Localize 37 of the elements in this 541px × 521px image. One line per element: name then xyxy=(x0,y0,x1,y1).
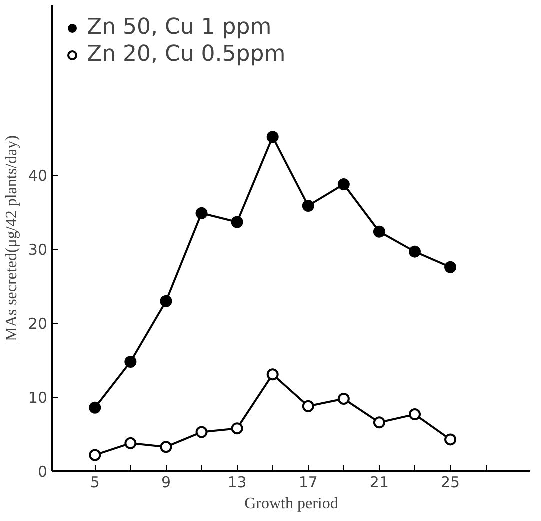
point xyxy=(444,434,457,446)
point xyxy=(302,200,314,212)
y-tick-label: 30 xyxy=(28,241,48,260)
point xyxy=(444,261,457,274)
y-axis-title: MAs secreted(μg/42 plants/day) xyxy=(3,136,20,342)
y-tick-label: 0 xyxy=(38,463,48,481)
x-tick-label: 21 xyxy=(370,474,390,492)
x-tick-label: 5 xyxy=(90,474,100,492)
x-tick-label: 25 xyxy=(440,474,460,492)
point xyxy=(160,441,172,454)
point xyxy=(338,178,350,190)
point xyxy=(373,416,386,429)
point xyxy=(196,207,208,220)
point xyxy=(124,437,137,450)
point xyxy=(266,368,279,381)
legend-label: Zn 20, Cu 0.5ppm xyxy=(87,42,286,67)
point xyxy=(302,400,314,412)
x-axis-title: Growth period xyxy=(244,496,338,512)
point xyxy=(89,402,102,414)
x-tick-label: 13 xyxy=(228,474,247,492)
x-tick-label: 17 xyxy=(298,474,318,492)
point xyxy=(231,216,244,228)
legend-label: Zn 50, Cu 1 ppm xyxy=(87,15,272,40)
point xyxy=(409,408,421,421)
point xyxy=(338,393,350,405)
point xyxy=(266,131,279,144)
point xyxy=(373,226,386,238)
point xyxy=(409,246,421,258)
point xyxy=(160,295,172,308)
y-tick-label: 10 xyxy=(28,389,48,408)
point xyxy=(231,422,244,435)
point xyxy=(124,356,137,368)
x-tick-label: 9 xyxy=(161,474,171,492)
point xyxy=(196,426,208,438)
y-tick-label: 40 xyxy=(28,167,48,186)
y-tick-label: 20 xyxy=(28,315,48,334)
point xyxy=(89,449,102,462)
